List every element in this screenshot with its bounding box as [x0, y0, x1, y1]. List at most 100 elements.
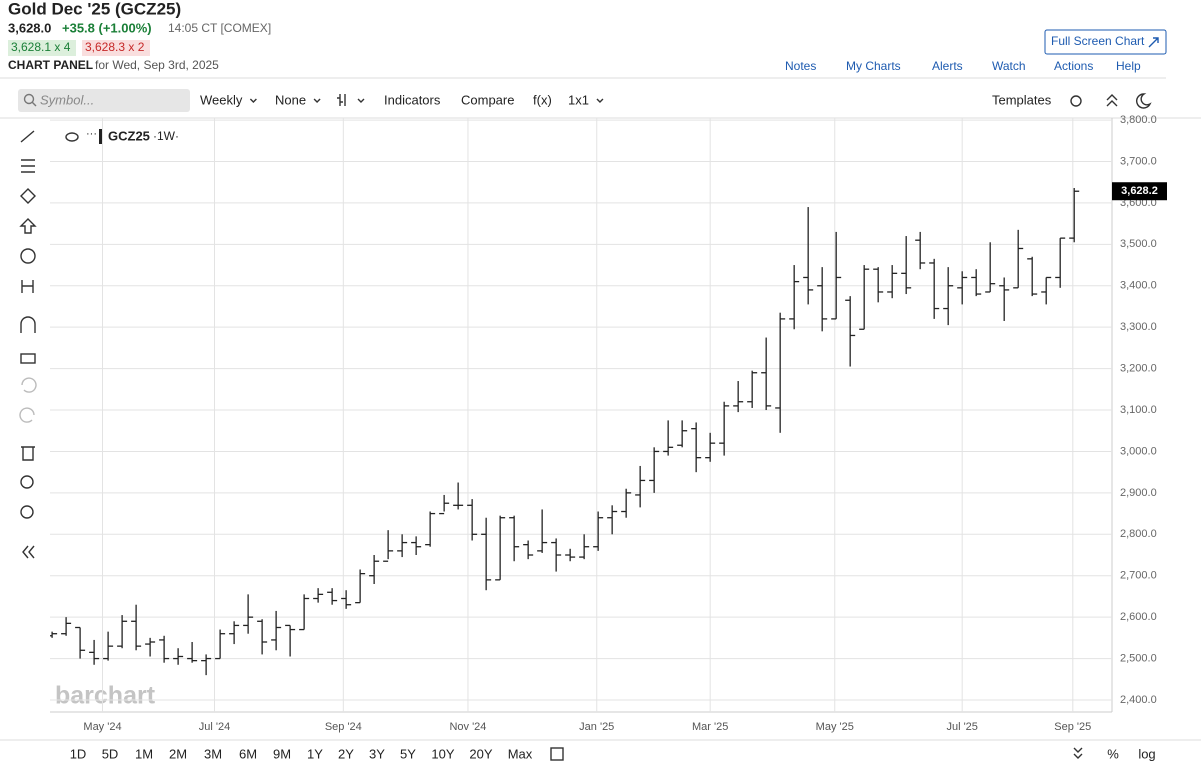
range-button[interactable]: 2M [169, 746, 187, 761]
y-tick-label: 3,000.0 [1120, 445, 1157, 457]
dropdown-caret [596, 98, 604, 103]
y-tick-label: 2,700.0 [1120, 570, 1157, 582]
visibility-icon[interactable] [65, 132, 79, 142]
toolbar-link[interactable]: Notes [785, 59, 816, 73]
symbol-input[interactable] [18, 89, 190, 112]
bid-box [8, 40, 76, 56]
lock-tool[interactable] [20, 353, 36, 364]
ohlc-series [50, 188, 1080, 676]
redo[interactable] [19, 407, 35, 423]
magnet-tool[interactable] [20, 316, 36, 333]
x-tick-label: Sep '25 [1054, 721, 1091, 733]
search-icon [31, 101, 37, 107]
dropdown-caret [357, 98, 365, 103]
log-toggle[interactable]: log [1138, 746, 1155, 761]
symbol-placeholder: Symbol... [40, 92, 94, 107]
x-tick-label: May '25 [816, 721, 854, 733]
range-button[interactable]: 1M [135, 746, 153, 761]
legend-swatch [99, 129, 102, 144]
control-button[interactable]: f(x) [533, 92, 552, 107]
price-change: +35.8 (+1.00%) [62, 20, 152, 35]
control-button[interactable]: Weekly [200, 92, 243, 107]
drawing-tools [19, 130, 37, 559]
measure-tool[interactable] [21, 280, 34, 293]
range-button[interactable]: 6M [239, 746, 257, 761]
toolbar-link[interactable]: Help [1116, 59, 1141, 73]
y-tick-label: 2,400.0 [1120, 694, 1157, 706]
y-tick-label: 2,600.0 [1120, 611, 1157, 623]
x-tick-label: Mar '25 [692, 721, 728, 733]
control-button[interactable]: None [275, 92, 306, 107]
search-icon [23, 93, 35, 105]
toolbar-link[interactable]: My Charts [846, 59, 901, 73]
settings-icon[interactable] [1070, 95, 1082, 107]
range-button[interactable]: 3M [204, 746, 222, 761]
dropdown-caret [249, 98, 257, 103]
range-button[interactable]: 3Y [369, 746, 385, 761]
note-tool[interactable] [20, 248, 36, 264]
range-button[interactable]: Max [508, 746, 533, 761]
toolbar-link[interactable]: Alerts [932, 59, 963, 73]
fib-tool[interactable] [21, 159, 35, 173]
last-price: 3,628.0 [8, 20, 51, 35]
range-button[interactable]: 1Y [307, 746, 323, 761]
range-button[interactable]: 5Y [400, 746, 416, 761]
y-tick-label: 3,100.0 [1120, 404, 1157, 416]
y-tick-label: 3,500.0 [1120, 238, 1157, 250]
range-button[interactable]: 10Y [431, 746, 454, 761]
x-tick-label: Jul '25 [946, 721, 977, 733]
delete-tool[interactable] [21, 446, 35, 461]
range-button[interactable]: 9M [273, 746, 291, 761]
undo[interactable] [21, 377, 37, 393]
dropdown-caret [313, 98, 321, 103]
control-button[interactable]: 1x1 [568, 92, 589, 107]
y-tick-label: 3,200.0 [1120, 363, 1157, 375]
full-screen-button[interactable] [1044, 29, 1167, 55]
x-tick-label: Jul '24 [199, 721, 230, 733]
y-tick-label: 3,700.0 [1120, 155, 1157, 167]
watermark: barchart [55, 682, 156, 710]
line-tool[interactable] [20, 130, 35, 143]
grid [50, 118, 1112, 712]
templates-button[interactable]: Templates [992, 92, 1052, 107]
theme-icon[interactable] [1136, 93, 1152, 109]
arrow-tool[interactable] [19, 218, 37, 234]
page-title: Gold Dec '25 (GCZ25) [8, 0, 181, 18]
legend-menu[interactable]: ··· [86, 128, 97, 140]
y-tick-label: 2,900.0 [1120, 487, 1157, 499]
legend-interval: ·1W· [153, 129, 179, 143]
bid: 3,628.1 x 4 [11, 40, 71, 54]
range-button[interactable]: 5D [102, 746, 119, 761]
last-price-box [1112, 182, 1167, 201]
y-tick-label: 3,800.0 [1120, 114, 1157, 126]
calendar-icon[interactable] [550, 747, 564, 761]
expand-icon[interactable] [1073, 747, 1083, 759]
expand-icon [1148, 37, 1159, 48]
range-button[interactable]: 2Y [338, 746, 354, 761]
x-tick-label: Sep '24 [325, 721, 362, 733]
range-button[interactable]: 20Y [469, 746, 492, 761]
quote-time: 14:05 CT [COMEX] [168, 21, 271, 35]
last-price-label: 3,628.2 [1121, 185, 1158, 197]
bar-type-icon[interactable] [337, 94, 346, 106]
range-button[interactable]: 1D [70, 746, 87, 761]
toolbar-link[interactable]: Actions [1054, 59, 1093, 73]
toolbar-link[interactable]: Watch [992, 59, 1026, 73]
x-tick-label: Nov '24 [449, 721, 486, 733]
x-tick-label: Jan '25 [579, 721, 614, 733]
x-tick-label: May '24 [83, 721, 121, 733]
control-button[interactable]: Compare [461, 92, 514, 107]
y-tick-label: 2,800.0 [1120, 528, 1157, 540]
ask-box [82, 40, 150, 56]
full-screen-label[interactable]: Full Screen Chart [1051, 34, 1145, 48]
collapse-icon[interactable] [1106, 94, 1118, 107]
collapse-sidebar[interactable] [22, 545, 35, 559]
zoom-in[interactable] [20, 475, 34, 489]
control-button[interactable]: Indicators [384, 92, 441, 107]
y-tick-label: 2,500.0 [1120, 652, 1157, 664]
zoom-out[interactable] [20, 505, 34, 519]
shape-tool[interactable] [20, 188, 36, 204]
percent-toggle[interactable]: % [1107, 746, 1119, 761]
y-tick-label: 3,400.0 [1120, 280, 1157, 292]
